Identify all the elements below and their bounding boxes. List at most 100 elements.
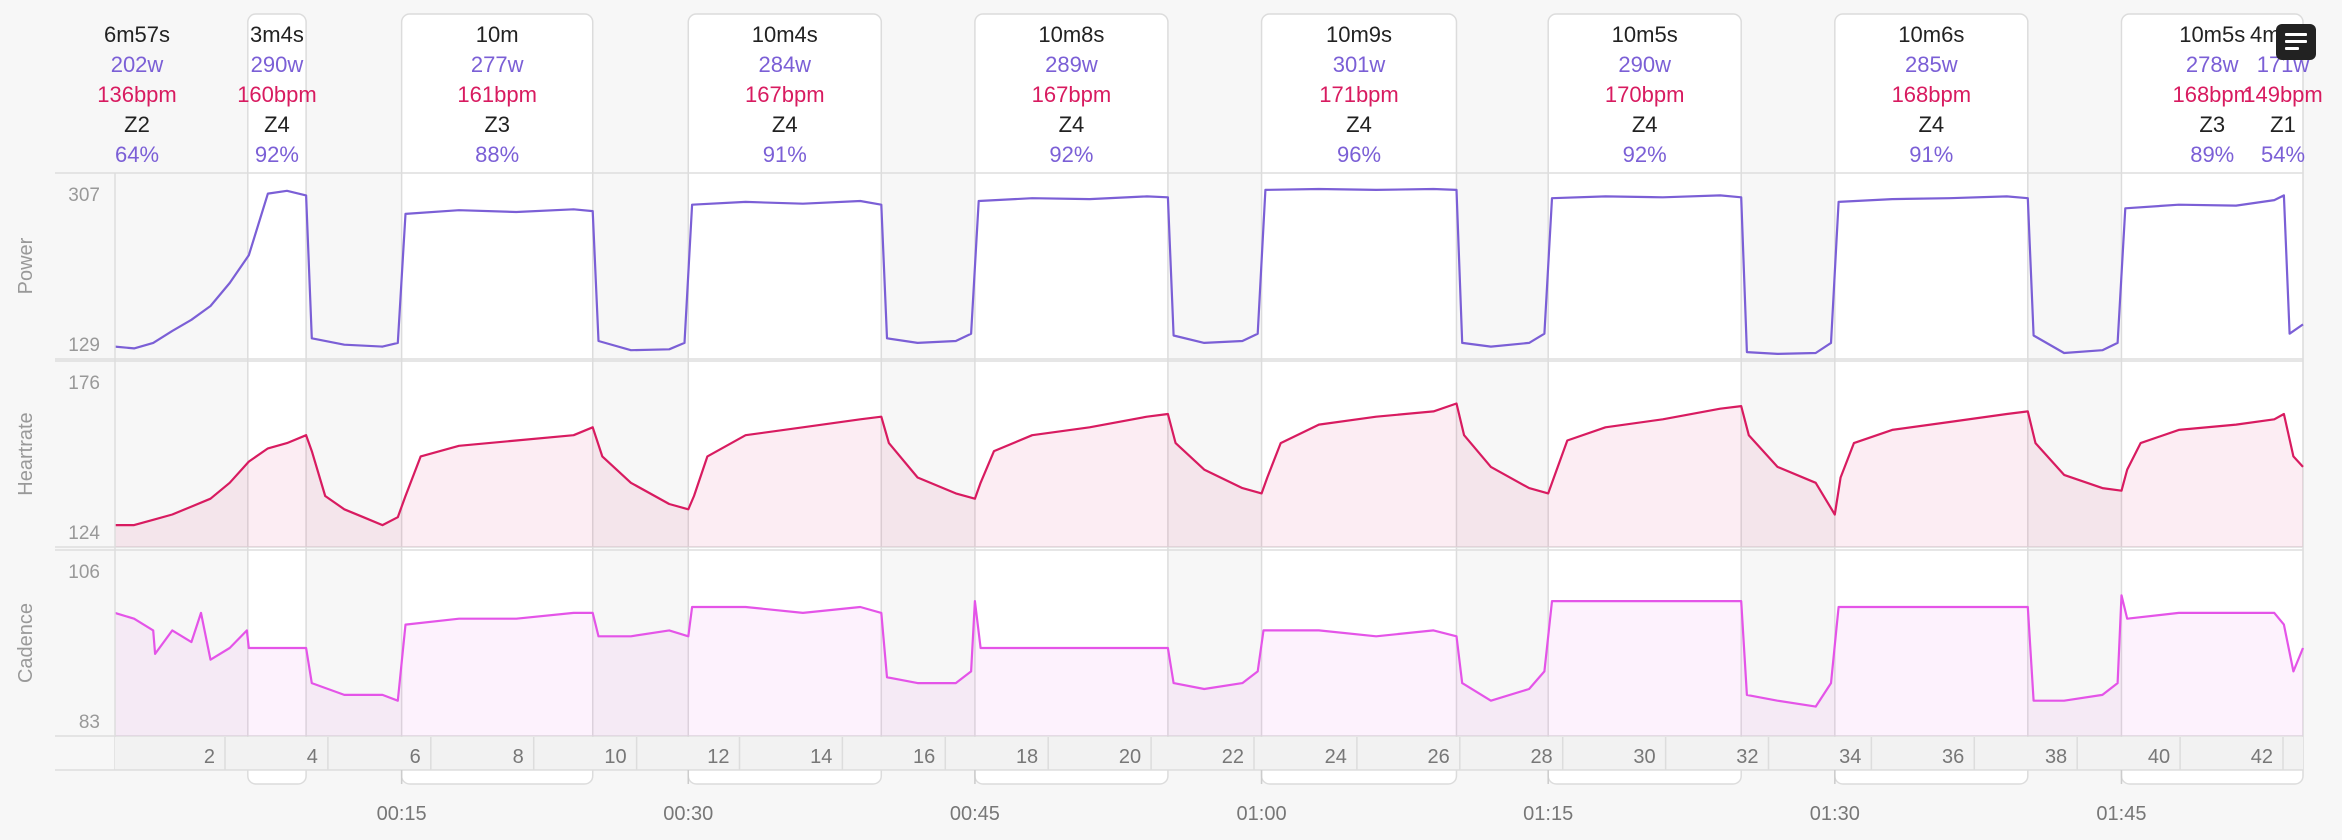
lap-avg-power: 290w [1618, 52, 1671, 77]
lap-number: 26 [1428, 746, 1450, 768]
lap-avg-power: 202w [111, 52, 164, 77]
lap-avg-heartrate: 170bpm [1605, 82, 1685, 107]
lap-number: 10 [604, 746, 626, 768]
lap-zone: Z3 [2199, 112, 2225, 137]
lap-percent-ftp: 96% [1337, 142, 1381, 167]
lap-duration: 10m4s [752, 22, 818, 47]
lap-avg-heartrate: 136bpm [97, 82, 177, 107]
lap-summary: 10m4s 284w 167bpm Z4 91% [687, 13, 883, 785]
lap-avg-power: 278w [2186, 52, 2239, 77]
lap-highlight [687, 13, 883, 785]
series-area-heartrate [115, 403, 2303, 547]
lap-number: 16 [913, 746, 935, 768]
lap-highlight [974, 13, 1169, 785]
lap-duration: 10m8s [1038, 22, 1104, 47]
lap-highlight [1547, 13, 1742, 785]
lap-duration: 10m6s [1898, 22, 1964, 47]
lap-avg-heartrate: 168bpm [2172, 82, 2252, 107]
series-line-power [114, 187, 2304, 355]
time-axis: 00:15 00:30 00:45 01:00 01:15 01:30 01:45 [377, 770, 2146, 825]
lap-avg-power: 284w [758, 52, 811, 77]
lap-avg-heartrate: 171bpm [1319, 82, 1399, 107]
series-area-cadence [115, 595, 2303, 736]
lap-summary: 10m9s 301w 171bpm Z4 96% [1260, 13, 1458, 785]
series-line-heartrate [115, 402, 2304, 527]
lap-avg-power: 277w [471, 52, 524, 77]
lap-number: 34 [1839, 746, 1861, 768]
lap-number: 20 [1119, 746, 1141, 768]
lap-percent-ftp: 91% [1909, 142, 1953, 167]
lap-number: 8 [513, 746, 524, 768]
axis-label-heartrate: Heartrate [15, 412, 37, 495]
time-tick-label: 01:15 [1523, 803, 1573, 825]
lap-highlight [1834, 13, 2029, 785]
lap-duration: 10m5s [1612, 22, 1678, 47]
axis-max-label: 176 [68, 373, 100, 394]
lap-duration: 10m9s [1326, 22, 1392, 47]
lap-zone: Z4 [1059, 112, 1085, 137]
axis-max-label: 106 [68, 562, 100, 583]
lap-summary: 10m8s 289w 167bpm Z4 92% [974, 13, 1169, 785]
time-tick-label: 01:00 [1237, 803, 1287, 825]
lap-avg-heartrate: 167bpm [745, 82, 825, 107]
panel-cadence: Cadence 106 83 [15, 549, 2305, 737]
lap-percent-ftp: 88% [475, 142, 519, 167]
lap-zone: Z4 [1346, 112, 1372, 137]
lap-summary: 6m57s 202w 136bpm Z2 64% [97, 22, 177, 167]
lap-number: 6 [410, 746, 421, 768]
lap-duration: 3m4s [250, 22, 304, 47]
lap-number: 4 [307, 746, 318, 768]
lap-zone: Z4 [1632, 112, 1658, 137]
lap-number: 28 [1530, 746, 1552, 768]
lap-number: 18 [1016, 746, 1038, 768]
lap-highlight [247, 13, 307, 785]
lap-number: 32 [1736, 746, 1758, 768]
lap-number-strip: 2 4 6 8 10 12 14 16 18 20 22 24 26 28 30 32 34 36 38 40 42 [55, 737, 2303, 771]
lap-number: 30 [1633, 746, 1655, 768]
lap-zone: Z1 [2270, 112, 2296, 137]
lap-strip-background [115, 737, 2303, 770]
lap-percent-ftp: 89% [2190, 142, 2234, 167]
lap-avg-heartrate: 149bpm [2243, 82, 2323, 107]
lap-percent-ftp: 92% [1049, 142, 1093, 167]
lap-zone: Z4 [1918, 112, 1944, 137]
lap-percent-ftp: 92% [255, 142, 299, 167]
lap-number: 24 [1325, 746, 1347, 768]
lap-percent-ftp: 64% [115, 142, 159, 167]
lap-number: 12 [707, 746, 729, 768]
lap-avg-heartrate: 167bpm [1032, 82, 1112, 107]
lap-summary: 3m4s 290w 160bpm Z4 92% [237, 13, 317, 785]
lap-number: 38 [2045, 746, 2067, 768]
lap-avg-power: 301w [1333, 52, 1386, 77]
time-tick-label: 00:45 [950, 803, 1000, 825]
lap-percent-ftp: 54% [2261, 142, 2305, 167]
lap-number: 22 [1222, 746, 1244, 768]
panel-power: Power 307 129 [15, 172, 2304, 360]
panel-heartrate: Heartrate 176 124 [15, 360, 2304, 548]
lap-avg-power: 289w [1045, 52, 1098, 77]
axis-label-cadence: Cadence [15, 603, 37, 683]
lap-summary: 10m6s 285w 168bpm Z4 91% [1834, 13, 2029, 785]
lap-highlight [1260, 13, 1458, 785]
axis-max-label: 307 [68, 185, 100, 206]
lap-percent-ftp: 91% [763, 142, 807, 167]
lap-zone: Z2 [124, 112, 150, 137]
notes-icon[interactable] [2276, 24, 2316, 60]
axis-min-label: 83 [79, 712, 100, 733]
lap-number: 36 [1942, 746, 1964, 768]
lap-duration: 10m5s [2179, 22, 2245, 47]
time-tick-label: 00:30 [663, 803, 713, 825]
lap-avg-power: 285w [1905, 52, 1958, 77]
lap-percent-ftp: 92% [1623, 142, 1667, 167]
axis-min-label: 129 [68, 335, 100, 356]
lap-number: 40 [2148, 746, 2170, 768]
lap-duration: 6m57s [104, 22, 170, 47]
lap-number: 2 [204, 746, 215, 768]
lap-zone: Z4 [772, 112, 798, 137]
lap-avg-heartrate: 160bpm [237, 82, 317, 107]
lap-zone: Z3 [484, 112, 510, 137]
time-tick-label: 01:30 [1810, 803, 1860, 825]
time-tick-label: 00:15 [377, 803, 427, 825]
axis-label-power: Power [15, 237, 37, 294]
lap-avg-heartrate: 161bpm [457, 82, 537, 107]
